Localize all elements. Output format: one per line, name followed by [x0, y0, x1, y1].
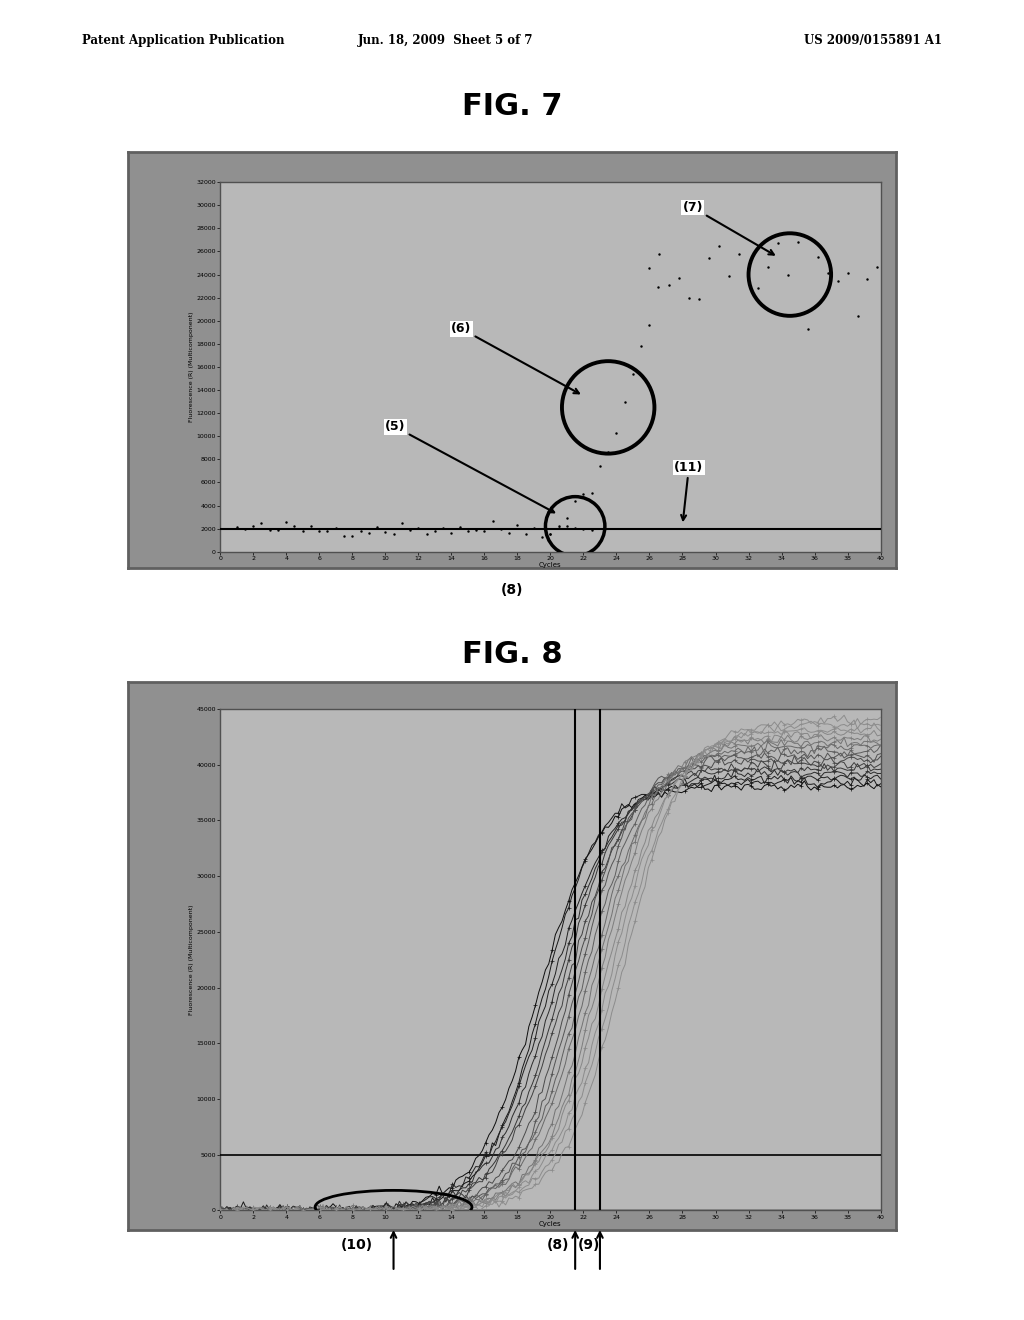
Text: Patent Application Publication: Patent Application Publication [82, 34, 285, 48]
Y-axis label: Fluorescence (R) (Multicomponent): Fluorescence (R) (Multicomponent) [188, 904, 194, 1015]
Text: FIG. 7: FIG. 7 [462, 92, 562, 121]
Text: (8): (8) [501, 583, 523, 598]
Text: US 2009/0155891 A1: US 2009/0155891 A1 [804, 34, 942, 48]
Text: (9): (9) [578, 1238, 600, 1251]
Text: (6): (6) [452, 322, 579, 393]
Text: (11): (11) [674, 461, 703, 520]
X-axis label: Cycles: Cycles [539, 562, 562, 569]
Y-axis label: Fluorescence (R) (Multicomponent): Fluorescence (R) (Multicomponent) [188, 312, 194, 422]
X-axis label: Cycles: Cycles [539, 1221, 562, 1228]
Text: (8): (8) [547, 1238, 569, 1251]
Text: (7): (7) [682, 201, 774, 255]
Text: Jun. 18, 2009  Sheet 5 of 7: Jun. 18, 2009 Sheet 5 of 7 [357, 34, 534, 48]
Text: (5): (5) [385, 421, 554, 512]
Text: FIG. 8: FIG. 8 [462, 640, 562, 669]
Text: (10): (10) [340, 1238, 373, 1251]
